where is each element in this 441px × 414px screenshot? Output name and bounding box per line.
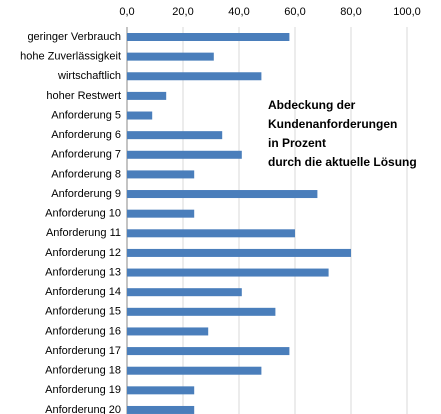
bar bbox=[127, 52, 214, 61]
bar bbox=[127, 268, 329, 277]
bar bbox=[127, 327, 209, 336]
bar bbox=[127, 91, 167, 100]
bar bbox=[127, 366, 262, 375]
bar bbox=[127, 170, 195, 179]
x-tick-label: 100,0 bbox=[393, 6, 421, 18]
bar bbox=[127, 72, 262, 81]
y-tick-label: wirtschaftlich bbox=[57, 70, 121, 82]
bar bbox=[127, 131, 223, 140]
y-tick-label: hohe Zuverlässigkeit bbox=[20, 51, 121, 63]
y-tick-label: Anforderung 15 bbox=[45, 306, 121, 318]
x-tick-label: 80,0 bbox=[340, 6, 361, 18]
x-tick-label: 20,0 bbox=[172, 6, 193, 18]
y-tick-label: Anforderung 5 bbox=[51, 109, 121, 121]
y-tick-label: Anforderung 9 bbox=[51, 188, 121, 200]
bar bbox=[127, 111, 153, 120]
x-tick-label: 60,0 bbox=[284, 6, 305, 18]
y-tick-label: Anforderung 8 bbox=[51, 168, 121, 180]
y-tick-label: Anforderung 7 bbox=[51, 149, 121, 161]
y-tick-label: Anforderung 17 bbox=[45, 345, 121, 357]
y-tick-label: Anforderung 10 bbox=[45, 208, 121, 220]
y-tick-label: Anforderung 16 bbox=[45, 325, 121, 337]
annotation: in Prozent bbox=[268, 136, 326, 150]
x-tick-label: 40,0 bbox=[228, 6, 249, 18]
annotation: Kundenanforderungen bbox=[268, 117, 397, 131]
bar bbox=[127, 248, 351, 257]
x-tick-label: 0,0 bbox=[119, 6, 134, 18]
y-tick-label: Anforderung 20 bbox=[45, 404, 121, 414]
y-tick-label: Anforderung 14 bbox=[45, 286, 121, 298]
bar bbox=[127, 190, 318, 199]
y-tick-label: Anforderung 19 bbox=[45, 384, 121, 396]
y-tick-label: geringer Verbrauch bbox=[27, 31, 121, 43]
bar bbox=[127, 33, 290, 41]
bar bbox=[127, 229, 295, 238]
y-tick-label: Anforderung 12 bbox=[45, 247, 121, 259]
bar bbox=[127, 209, 195, 218]
annotation: Abdeckung der bbox=[268, 98, 356, 112]
y-tick-label: Anforderung 6 bbox=[51, 129, 121, 141]
bar bbox=[127, 405, 195, 414]
bar bbox=[127, 386, 195, 395]
bar bbox=[127, 347, 290, 356]
bar bbox=[127, 288, 242, 297]
y-tick-label: Anforderung 11 bbox=[46, 227, 121, 239]
annotation: durch die aktuelle Lösung bbox=[268, 155, 417, 169]
bar bbox=[127, 150, 242, 159]
y-tick-label: hoher Restwert bbox=[46, 90, 121, 102]
y-tick-label: Anforderung 13 bbox=[45, 266, 121, 278]
y-tick-label: Anforderung 18 bbox=[45, 365, 121, 377]
bar bbox=[127, 307, 276, 316]
